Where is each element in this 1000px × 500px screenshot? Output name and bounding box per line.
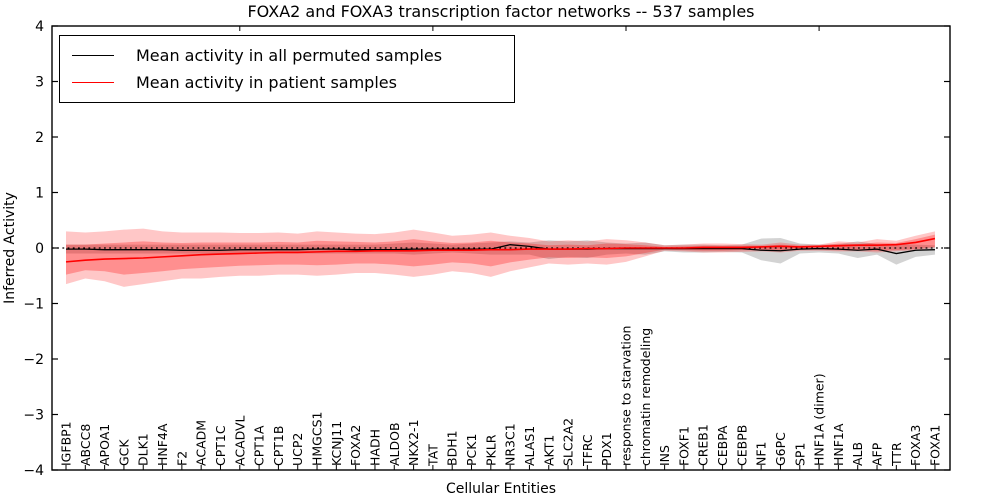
- x-tick-label: TFRC: [580, 434, 595, 467]
- patient-mean-line: [65, 237, 936, 263]
- legend-line-permuted-icon: [72, 55, 114, 56]
- x-tick-label: PDX1: [599, 432, 614, 466]
- x-tick-label: CREB1: [696, 424, 711, 466]
- x-tick-label: NR3C1: [503, 423, 518, 466]
- chart-title: FOXA2 and FOXA3 transcription factor net…: [247, 2, 755, 21]
- x-tick-label: HMGCS1: [310, 412, 325, 467]
- x-tick-label: G6PC: [773, 432, 788, 466]
- x-tick-label: CEBPB: [734, 425, 749, 466]
- y-tick-label: 4: [35, 19, 44, 35]
- x-tick-label: HNF1A (dimer): [812, 373, 827, 466]
- x-tick-labels: IGFBP1 ABCC8 APOA1 GCK DLK1 HNF4A F2 ACADM CPT1C…: [59, 326, 943, 468]
- y-tick-label: −2: [23, 352, 44, 368]
- x-tick-label: ACADVL: [232, 415, 247, 466]
- patient-confidence-band-inner: [66, 234, 935, 275]
- legend-line-patient-icon: [72, 82, 114, 83]
- y-tick-label: −3: [23, 408, 44, 424]
- legend-label-patient: Mean activity in patient samples: [136, 73, 397, 92]
- x-tick-label: CEBPA: [715, 425, 730, 466]
- x-tick-label: FOXA1: [927, 425, 942, 466]
- x-tick-label: UCP2: [290, 433, 305, 466]
- permuted-mean-line: [66, 244, 935, 255]
- x-tick-label: APOA1: [97, 424, 112, 466]
- x-tick-label: TTR: [889, 442, 904, 467]
- x-tick-label: NF1: [754, 442, 769, 467]
- y-tick-label: 2: [35, 130, 44, 146]
- axis-ticks: [52, 25, 950, 471]
- x-tick-label: ALDOB: [387, 422, 402, 466]
- x-tick-label: NKX2-1: [406, 419, 421, 466]
- x-tick-label: SLC2A2: [561, 418, 576, 466]
- x-tick-label: F2: [174, 451, 189, 466]
- legend-label-permuted: Mean activity in all permuted samples: [136, 46, 443, 65]
- x-tick-label: PKLR: [483, 434, 498, 466]
- y-tick-label: −4: [23, 463, 44, 479]
- x-tick-label: FOXA2: [348, 425, 363, 466]
- x-tick-label: AFP: [870, 442, 885, 466]
- x-tick-label: FOXA3: [908, 425, 923, 466]
- x-tick-label: FOXF1: [676, 426, 691, 466]
- x-tick-label: AKT1: [541, 435, 556, 466]
- x-tick-label: INS: [657, 445, 672, 466]
- x-tick-label: TAT: [425, 444, 440, 467]
- x-tick-label: ALAS1: [522, 426, 537, 466]
- y-tick-label: 0: [35, 241, 44, 257]
- x-tick-label: BDH1: [445, 430, 460, 466]
- y-tick-label: −1: [23, 297, 44, 313]
- x-tick-label: ALB: [850, 442, 865, 466]
- x-tick-label: chromatin remodeling: [638, 328, 653, 466]
- x-tick-label: GCK: [116, 439, 131, 466]
- x-tick-label: CPT1A: [252, 425, 267, 466]
- legend-entry-patient: Mean activity in patient samples: [72, 69, 514, 96]
- x-tick-label: HNF4A: [155, 423, 170, 466]
- x-tick-label: KCNJ11: [329, 421, 344, 466]
- x-tick-label: HNF1A: [831, 423, 846, 466]
- x-tick-label: CPT1C: [213, 425, 228, 466]
- x-tick-label: ACADM: [194, 420, 209, 466]
- legend: Mean activity in all permuted samples Me…: [59, 35, 515, 103]
- legend-entry-permuted: Mean activity in all permuted samples: [72, 42, 514, 69]
- chart-layers: [52, 228, 950, 287]
- x-tick-label: DLK1: [136, 433, 151, 466]
- permuted-confidence-band: [66, 238, 935, 265]
- patient-confidence-band-outer: [66, 228, 935, 287]
- x-tick-label: SP1: [792, 443, 807, 466]
- x-axis-label: Cellular Entities: [446, 481, 556, 497]
- x-tick-label: PCK1: [464, 434, 479, 466]
- x-tick-label: HADH: [367, 429, 382, 466]
- y-tick-labels: 4 3 2 1 0 −1 −2 −3 −4: [23, 19, 44, 479]
- y-axis-label: Inferred Activity: [2, 192, 18, 304]
- y-tick-label: 1: [35, 186, 44, 202]
- x-tick-label: response to starvation: [618, 326, 633, 467]
- y-tick-label: 3: [35, 75, 44, 91]
- x-tick-label: ABCC8: [78, 424, 93, 466]
- x-tick-label: IGFBP1: [59, 421, 74, 466]
- x-tick-label: CPT1B: [271, 426, 286, 466]
